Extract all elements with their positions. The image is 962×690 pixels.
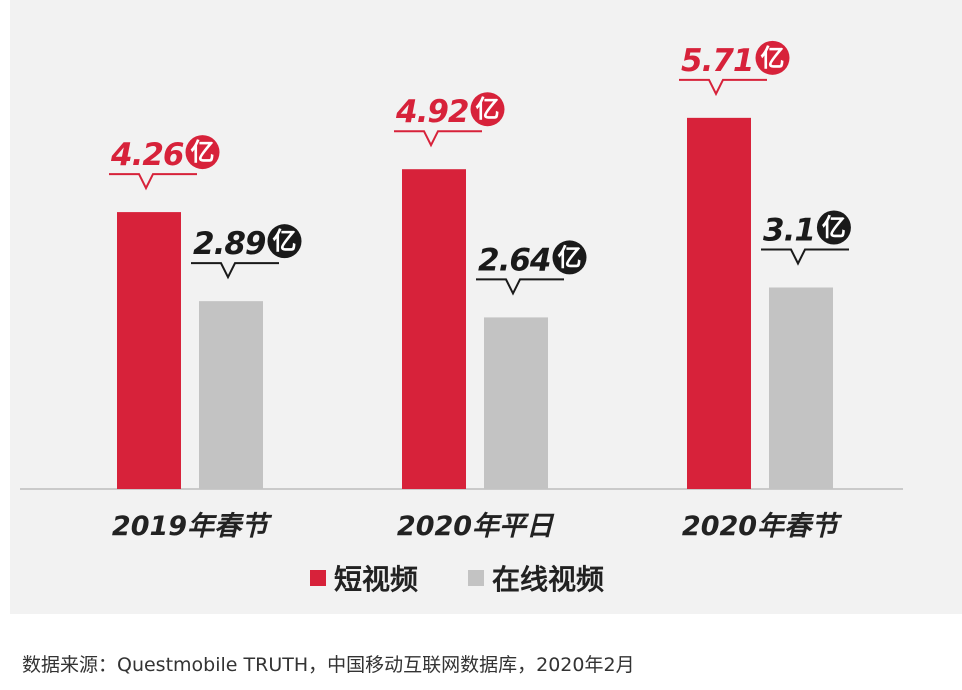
bar-online-video bbox=[199, 301, 263, 489]
legend-swatch-online-video bbox=[468, 570, 485, 586]
legend-swatch-short-video bbox=[310, 570, 326, 586]
unit-label: 亿 bbox=[476, 95, 500, 123]
callout-pointer bbox=[394, 130, 482, 148]
unit-label: 亿 bbox=[273, 227, 297, 255]
category-label: 2019年春节 bbox=[112, 511, 273, 542]
unit-badge bbox=[267, 224, 302, 259]
legend-label-online-video: 在线视频 bbox=[492, 563, 605, 596]
unit-badge bbox=[185, 135, 220, 170]
value-label: 2.89 bbox=[193, 226, 266, 262]
legend-item-short-video: 短视频 bbox=[310, 558, 418, 598]
value-label: 5.71 bbox=[681, 43, 754, 79]
callout-pointer bbox=[191, 262, 279, 280]
bar-online-video bbox=[769, 287, 833, 489]
unit-badge bbox=[470, 92, 505, 127]
value-label: 4.26 bbox=[110, 137, 184, 173]
value-label: 2.64 bbox=[478, 242, 551, 278]
unit-badge bbox=[755, 40, 790, 75]
callout-pointer bbox=[761, 248, 849, 266]
unit-label: 亿 bbox=[191, 138, 215, 166]
callout-pointer bbox=[476, 278, 564, 296]
chart-panel: 4.26 亿 2.89 亿 2019年春节 4.92 亿 2.64 亿 2020年平日 5.71 亿 3… bbox=[10, 0, 962, 614]
bar-short-video bbox=[117, 212, 181, 489]
value-label: 3.1 bbox=[763, 213, 815, 249]
unit-badge bbox=[552, 240, 587, 275]
legend: 短视频 在线视频 bbox=[310, 558, 604, 598]
bar-short-video bbox=[687, 117, 751, 489]
bar-short-video bbox=[402, 169, 466, 489]
callout-pointer bbox=[109, 173, 197, 191]
legend-label-short-video: 短视频 bbox=[334, 563, 419, 596]
source-note: 数据来源：Questmobile TRUTH，中国移动互联网数据库，2020年2… bbox=[22, 654, 635, 676]
category-label: 2020年平日 bbox=[397, 511, 555, 542]
legend-item-online-video: 在线视频 bbox=[468, 558, 604, 598]
unit-label: 亿 bbox=[558, 243, 582, 271]
callout-pointer bbox=[679, 78, 767, 97]
value-label: 4.92 bbox=[395, 94, 469, 130]
bar-online-video bbox=[484, 317, 548, 489]
category-label: 2020年春节 bbox=[682, 511, 843, 542]
unit-label: 亿 bbox=[761, 44, 785, 72]
unit-badge bbox=[816, 210, 851, 245]
unit-label: 亿 bbox=[822, 214, 846, 242]
